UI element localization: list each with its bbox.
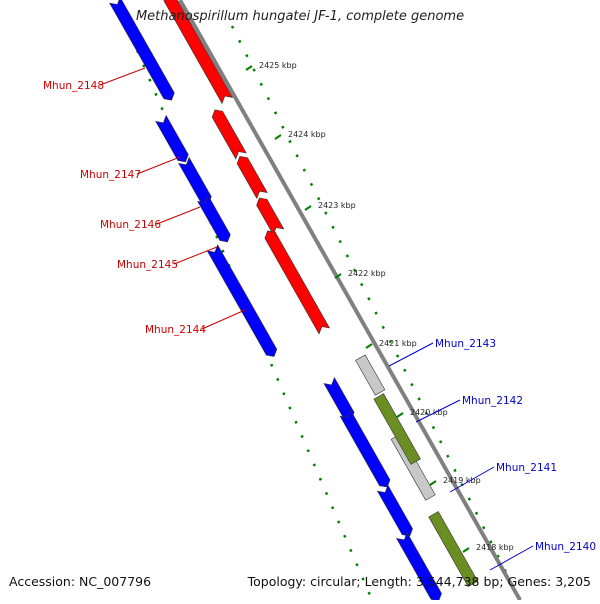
gene-label-left: Mhun_2146: [100, 219, 161, 231]
cds-red-2: [211, 109, 247, 160]
kbp-tick-label: 2419 kbp: [443, 476, 481, 485]
cds-blue-right-3: [376, 484, 413, 537]
gene-label-right: Mhun_2140: [535, 541, 596, 553]
kbp-tick-label: 2421 kbp: [379, 339, 417, 348]
gene-leader-line-left: [201, 309, 246, 330]
genome-summary-text: Topology: circular; Length: 3,544,738 bp…: [247, 574, 591, 589]
feature-olive-1: [373, 393, 421, 465]
gene-label-left: Mhun_2145: [117, 259, 178, 271]
gene-label-left: Mhun_2148: [43, 80, 104, 92]
cds-blue-left-1: [109, 0, 175, 101]
kbp-tick-mark: [274, 134, 282, 140]
page-title: Methanospirillum hungatei JF-1, complete…: [135, 9, 465, 24]
kbp-tick-label: 2420 kbp: [410, 408, 448, 417]
accession-text: Accession: NC_007796: [9, 574, 152, 589]
feature-olive-2: [428, 511, 479, 587]
gene-leader-line-right: [388, 342, 434, 367]
gene-leader-line-right: [489, 545, 534, 571]
kbp-tick-label: 2418 kbp: [476, 543, 514, 552]
kbp-tick-label: 2422 kbp: [348, 269, 386, 278]
kbp-tick-mark: [462, 547, 470, 553]
kbp-tick-label: 2425 kbp: [259, 61, 297, 70]
cds-blue-left-2: [155, 114, 189, 163]
gene-label-left: Mhun_2147: [80, 169, 141, 181]
gene-label-left: Mhun_2144: [145, 324, 206, 336]
kbp-tick-mark: [245, 65, 253, 71]
cds-red-1: [163, 0, 234, 105]
cds-red-4: [256, 197, 285, 236]
cds-blue-right-4: [395, 531, 442, 602]
feature-grey-2: [390, 433, 436, 501]
gene-label-right: Mhun_2142: [462, 395, 523, 407]
kbp-tick-label: 2424 kbp: [288, 130, 326, 139]
gene-leader-line-right: [415, 399, 461, 423]
cds-blue-left-3: [178, 156, 212, 205]
gene-label-right: Mhun_2141: [496, 462, 557, 474]
kbp-tick-mark: [334, 273, 342, 279]
outer-tick-track: [230, 25, 522, 601]
cds-blue-left-5: [206, 244, 278, 357]
kbp-tick-mark: [429, 480, 437, 486]
gene-leader-line-left: [136, 156, 181, 175]
gene-leader-line-right: [449, 466, 495, 493]
backbone-line: [178, 0, 522, 601]
gene-leader-line-left: [156, 206, 201, 225]
cds-red-3: [236, 156, 268, 200]
kbp-tick-mark: [304, 205, 312, 211]
kbp-tick-mark: [396, 412, 404, 418]
gene-leader-line-left: [99, 67, 146, 86]
gene-label-right: Mhun_2143: [435, 338, 496, 350]
kbp-tick-label: 2423 kbp: [318, 201, 356, 210]
cds-blue-left-4: [197, 194, 231, 243]
cds-red-5: [264, 230, 331, 335]
cds-blue-right-2: [339, 409, 391, 488]
feature-grey-1: [355, 354, 386, 396]
kbp-tick-mark: [365, 343, 373, 349]
gene-leader-line-left: [173, 246, 218, 265]
